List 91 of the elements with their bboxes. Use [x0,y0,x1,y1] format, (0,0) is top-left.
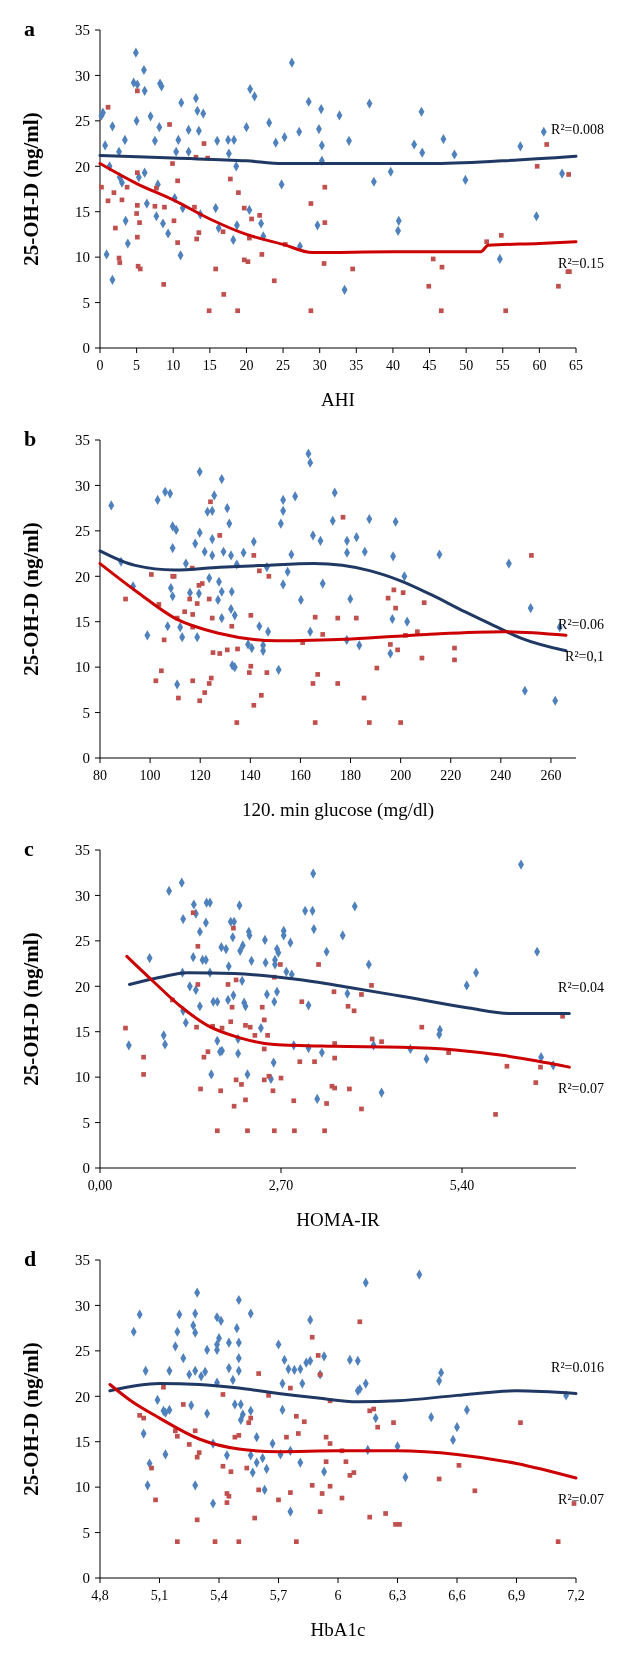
y-tick-label: 5 [82,704,90,721]
x-axis-title: HOMA-IR [296,1209,381,1230]
x-tick-label: 35 [349,358,364,373]
x-tick-label: 260 [540,768,562,783]
x-tick-label: 6 [334,1588,342,1603]
y-tick-label: 35 [75,842,90,859]
annotation: R²=0.04 [558,979,604,995]
y-tick-label: 20 [75,978,90,995]
x-tick-label: 140 [239,768,261,783]
annotation: R²=0.07 [558,1081,604,1097]
x-tick-label: 6,6 [448,1588,466,1603]
y-tick-label: 15 [75,613,90,630]
x-tick-label: 160 [289,768,311,783]
x-tick-label: 200 [390,768,412,783]
x-tick-label: 220 [440,768,462,783]
y-tick-label: 35 [75,432,90,449]
x-axis-title: 120. min glucose (mg/dl) [241,799,435,821]
chart-title: b [24,426,37,451]
x-tick-label: 5,1 [150,1588,169,1603]
annotation: R²=0.008 [551,122,604,138]
x-tick-label: 30 [312,358,327,373]
y-tick-label: 35 [75,1252,90,1269]
annotation: R²=0.07 [558,1492,604,1508]
x-tick-label: 10 [166,358,181,373]
y-tick-label: 20 [75,1388,90,1405]
y-tick-label: 30 [75,477,90,494]
y-tick-label: 25 [75,113,90,130]
y-tick-label: 10 [75,659,90,676]
line-series [108,1382,578,1404]
x-tick-label: 180 [340,768,362,783]
x-tick-label: 40 [385,358,400,373]
y-tick-label: 0 [82,1570,90,1587]
annotation: R²=0.06 [558,616,604,632]
y-axis-title: 25-OH-D (ng/ml) [19,112,43,266]
x-tick-label: 80 [93,768,107,783]
y-tick-label: 0 [82,750,90,767]
annotation: R²=0.016 [551,1359,604,1375]
y-tick-label: 15 [75,1023,90,1040]
annotation: R²=0,1 [565,649,604,665]
line-series [108,1382,578,1480]
y-tick-label: 15 [75,203,90,220]
y-tick-label: 25 [75,933,90,950]
y-tick-label: 30 [75,67,90,84]
y-tick-label: 30 [75,887,90,904]
y-tick-label: 30 [75,1297,90,1314]
x-tick-label: 55 [495,358,510,373]
chart-title: d [24,1246,37,1271]
y-tick-label: 5 [82,294,90,311]
annotation: R²=0.15 [558,255,604,271]
x-tick-label: 7,2 [567,1588,585,1603]
y-tick-label: 5 [82,1524,90,1541]
y-axis-title: 25-OH-D (ng/ml) [19,522,43,676]
x-tick-label: 50 [459,358,474,373]
x-tick-label: 60 [532,358,547,373]
chart-title: c [24,836,34,861]
x-axis-title: HbA1c [310,1619,366,1640]
x-tick-label: 25 [276,358,291,373]
x-tick-label: 4,8 [91,1588,109,1603]
x-tick-label: 45 [422,358,437,373]
y-tick-label: 0 [82,340,90,357]
x-tick-label: 6,3 [388,1588,407,1603]
y-tick-label: 0 [82,1160,90,1177]
x-tick-label: 0,00 [87,1178,113,1193]
y-tick-label: 10 [75,1479,90,1496]
y-tick-label: 15 [75,1433,90,1450]
x-tick-label: 120 [189,768,211,783]
x-tick-label: 6,9 [507,1588,526,1603]
y-tick-label: 25 [75,523,90,540]
line-series [98,162,578,255]
x-tick-label: 240 [490,768,512,783]
x-tick-label: 5,40 [449,1178,475,1193]
y-tick-label: 20 [75,568,90,585]
y-tick-label: 20 [75,158,90,175]
y-tick-label: 5 [82,1114,90,1131]
x-tick-label: 65 [569,358,583,373]
chart-title: a [24,16,35,41]
x-tick-label: 0 [96,358,104,373]
x-tick-label: 2,70 [268,1178,294,1193]
x-tick-label: 5,4 [210,1588,228,1603]
x-axis-title: AHI [321,389,355,410]
x-tick-label: 5,7 [269,1588,288,1603]
x-tick-label: 20 [239,358,254,373]
y-axis-title: 25-OH-D (ng/ml) [19,1342,43,1496]
x-tick-label: 15 [202,358,217,373]
y-tick-label: 10 [75,1069,90,1086]
y-tick-label: 10 [75,249,90,266]
x-tick-label: 100 [139,768,161,783]
x-tick-label: 5 [133,358,141,373]
y-tick-label: 35 [75,22,90,39]
y-axis-title: 25-OH-D (ng/ml) [19,932,43,1086]
y-tick-label: 25 [75,1343,90,1360]
